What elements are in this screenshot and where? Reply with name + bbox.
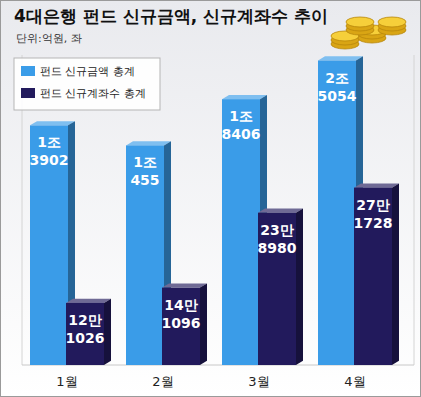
bar: [66, 303, 104, 365]
chart: 4대은행 펀드 신규금액, 신규계좌수 추이단위:억원, 좌 1조3902 1조45…: [0, 0, 421, 397]
bar-side: [296, 208, 303, 365]
bar: [126, 145, 164, 365]
legend-box: [14, 58, 160, 110]
bar-side: [104, 299, 111, 365]
y2-axis-line: [414, 55, 415, 365]
legend-swatch: [21, 66, 35, 76]
bar-side: [200, 283, 207, 365]
bar-side: [392, 183, 399, 365]
bar: [30, 125, 68, 365]
data-label: 1조8406: [222, 108, 261, 142]
bar-top: [126, 141, 171, 145]
data-label: 23만8980: [258, 222, 297, 256]
bar-top: [66, 299, 111, 303]
bar: [318, 61, 356, 365]
legend: 펀드 신규금액 총계펀드 신규계좌수 총계: [14, 58, 160, 110]
x-tick-label: 1월: [56, 374, 77, 389]
x-tick-label: 4월: [344, 374, 365, 389]
title: 4대은행 펀드 신규금액, 신규계좌수 추이: [14, 6, 328, 26]
data-label: 2조5054: [318, 70, 357, 104]
bar: [162, 288, 200, 365]
subtitle: 단위:억원, 좌: [16, 32, 82, 45]
x-tick-label: 3월: [248, 374, 269, 389]
data-label: 27만1728: [354, 197, 393, 231]
legend-label: 펀드 신규계좌수 총계: [40, 87, 146, 100]
bar: [354, 188, 392, 365]
legend-label: 펀드 신규금액 총계: [40, 65, 135, 78]
bar-top: [318, 56, 363, 60]
bar-top: [162, 283, 207, 287]
x-tick-label: 2월: [152, 374, 173, 389]
bar: [222, 99, 260, 365]
bar-top: [30, 121, 75, 125]
data-labels: 1조3902 1조455 1조8406 2조5054 12만1026 14만1096 23만…: [30, 70, 393, 346]
legend-swatch: [21, 88, 35, 98]
bar-top: [222, 95, 267, 99]
bar-top: [258, 208, 303, 212]
data-label: 1조3902: [30, 134, 69, 168]
bar: [258, 213, 296, 365]
data-label: 1조455: [130, 154, 159, 188]
data-label: 14만1096: [162, 297, 201, 331]
bar-top: [354, 183, 399, 187]
coin: [346, 17, 374, 27]
coin: [378, 17, 406, 27]
background: [1, 1, 421, 397]
data-label: 12만1026: [66, 312, 105, 346]
coins-decoration: [331, 17, 406, 49]
